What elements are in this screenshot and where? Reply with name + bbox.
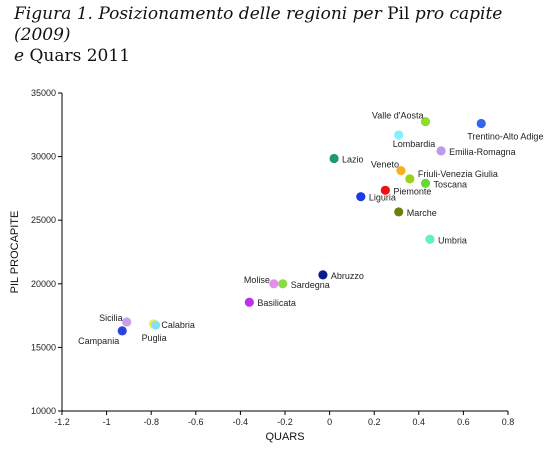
chart-point-labels: Valle d'Aosta Trentino-Alto Adige Lombardi… xyxy=(78,111,543,346)
x-tick-label: 0.6 xyxy=(457,417,470,427)
data-point-label: Emilia-Romagna xyxy=(449,147,516,157)
data-point-label: Piemonte xyxy=(393,186,431,196)
x-tick-label: 0.4 xyxy=(413,417,426,427)
chart-points xyxy=(117,117,486,336)
data-point-label: Campania xyxy=(78,336,119,346)
x-tick-label: 0.2 xyxy=(368,417,381,427)
data-point xyxy=(396,165,406,176)
chart-axes: 10000 15000 20000 25000 30000 35000 -1.2 -1 -0.8… xyxy=(31,88,514,427)
y-tick-label: 35000 xyxy=(31,88,56,98)
x-tick-label: -0.4 xyxy=(233,417,249,427)
y-tick-label: 25000 xyxy=(31,215,56,225)
x-tick-label: 0.8 xyxy=(502,417,515,427)
data-point-label: Marche xyxy=(407,208,437,218)
data-point xyxy=(329,153,339,164)
y-tick-label: 30000 xyxy=(31,152,56,162)
x-tick-label: -0.2 xyxy=(277,417,293,427)
data-point xyxy=(318,270,328,280)
caption-quars: Quars 2011 xyxy=(29,46,131,66)
data-point xyxy=(151,320,161,330)
caption-line-1: Figura 1. Posizionamento delle regioni p… xyxy=(14,4,554,46)
data-point xyxy=(394,207,404,217)
data-point xyxy=(356,192,366,202)
data-point-label: Lazio xyxy=(342,155,364,165)
data-point-label: Sardegna xyxy=(291,280,330,290)
data-point xyxy=(278,279,288,289)
data-point xyxy=(394,130,404,140)
caption-text-2: pro capite (2009) xyxy=(14,4,503,45)
data-point-label: Toscana xyxy=(433,179,467,189)
x-tick-label: -0.8 xyxy=(143,417,159,427)
data-point xyxy=(476,118,486,129)
data-point-label: Trentino-Alto Adige xyxy=(467,132,543,142)
x-tick-label: -0.6 xyxy=(188,417,204,427)
data-point xyxy=(244,297,254,307)
x-tick-label: -1 xyxy=(103,417,111,427)
x-axis-title: QUARS xyxy=(265,431,304,443)
data-point xyxy=(425,234,435,244)
data-point-label: Liguria xyxy=(369,193,396,203)
caption-pil: Pil xyxy=(387,4,410,24)
data-point xyxy=(436,146,446,156)
data-point-label: Sicilia xyxy=(99,313,123,323)
data-point xyxy=(117,326,127,336)
data-point xyxy=(420,117,431,127)
data-point xyxy=(269,279,279,289)
data-point xyxy=(405,174,415,184)
data-point-label: Umbria xyxy=(438,235,467,245)
y-tick-label: 15000 xyxy=(31,342,56,352)
caption-text-3: e xyxy=(14,46,30,66)
data-point-label: Basilicata xyxy=(257,298,296,308)
x-tick-label: -1.2 xyxy=(54,417,70,427)
data-point-label: Molise xyxy=(244,275,270,285)
data-point-label: Calabria xyxy=(161,320,195,330)
data-point-label: Friuli-Venezia Giulia xyxy=(418,169,498,179)
y-axis-title: PIL PROCAPITE xyxy=(9,211,21,294)
data-point xyxy=(122,317,132,327)
y-tick-label: 10000 xyxy=(31,406,56,416)
x-tick-label: 0 xyxy=(327,417,332,427)
figure-caption: Figura 1. Posizionamento delle regioni p… xyxy=(14,4,554,67)
y-tick-label: 20000 xyxy=(31,279,56,289)
data-point-label: Valle d'Aosta xyxy=(372,111,424,121)
data-point-label: Lombardia xyxy=(393,139,436,149)
data-point-label: Veneto xyxy=(371,160,399,170)
data-point-label: Abruzzo xyxy=(331,271,364,281)
data-point xyxy=(420,178,431,188)
data-point xyxy=(380,185,390,195)
caption-line-2: e Quars 2011 xyxy=(14,46,554,67)
caption-text-1: Figura 1. Posizionamento delle regioni p… xyxy=(14,4,388,24)
data-point-label: Puglia xyxy=(142,333,167,343)
